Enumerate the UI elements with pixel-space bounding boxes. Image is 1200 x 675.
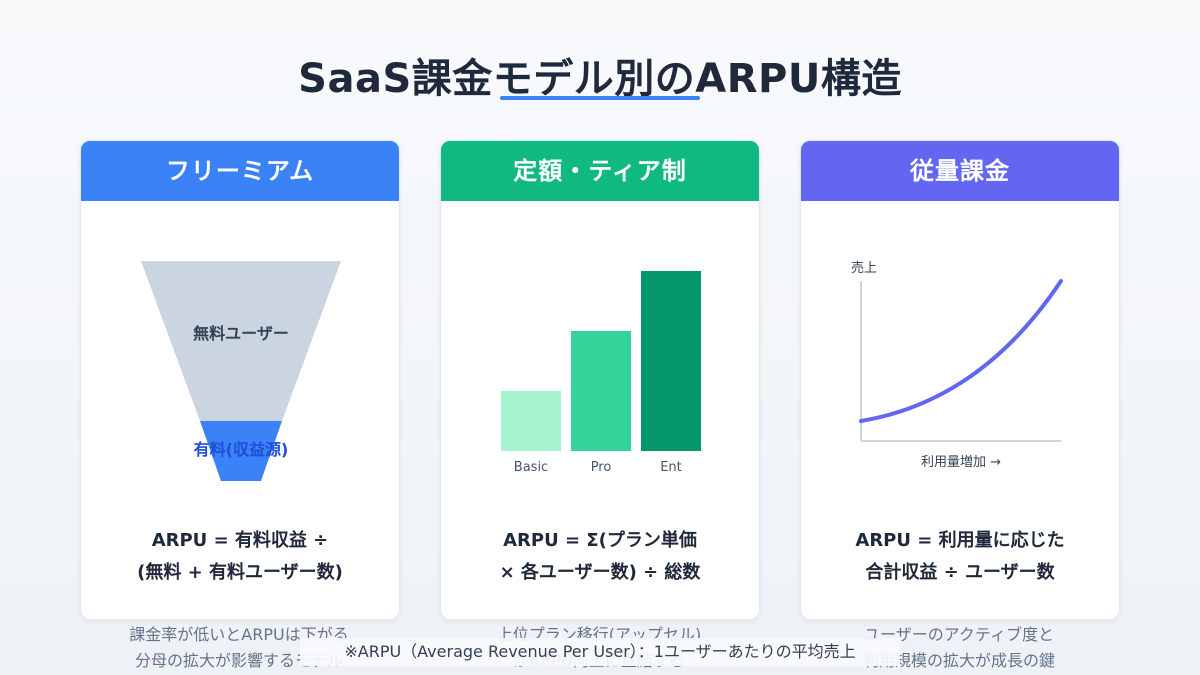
- usage-curve-chart: 売上 利用量増加 →: [851, 260, 1063, 470]
- freemium-formula-line1: ARPU = 有料収益 ÷: [151, 530, 329, 551]
- usage-revenue-curve: [859, 279, 1063, 423]
- tier-formula: ARPU = Σ(プラン単価 × 各ユーザー数) ÷ 総数: [441, 525, 759, 589]
- tier-label-basic: Basic: [514, 460, 548, 475]
- tier-bar-diagram: Basic Pro Ent: [501, 271, 701, 475]
- freemium-card: フリーミアム 無料ユーザー 有料(収益源) ARPU = 有料収益 ÷ (無料 …: [80, 140, 400, 620]
- title-underline: [500, 96, 700, 100]
- usage-formula: ARPU = 利用量に応じた 合計収益 ÷ ユーザー数: [801, 525, 1119, 589]
- freemium-note-line1: 課金率が低いとARPUは下がる: [129, 625, 349, 644]
- freemium-note: 課金率が低いとARPUは下がる 分母の拡大が影響するモデル: [80, 622, 398, 674]
- funnel-paid-label: 有料(収益源): [194, 440, 289, 459]
- funnel-paid-segment: [200, 421, 282, 481]
- usage-note-line2: 利用規模の拡大が成長の鍵: [862, 651, 1055, 670]
- freemium-formula-line2: (無料 + 有料ユーザー数): [137, 562, 343, 583]
- usage-note: ユーザーのアクティブ度と 利用規模の拡大が成長の鍵: [800, 622, 1118, 674]
- tier-label-ent: Ent: [660, 460, 682, 475]
- usage-formula-line2: 合計収益 ÷ ユーザー数: [865, 562, 1055, 583]
- tier-bar-pro: [571, 331, 631, 451]
- freemium-card-header: フリーミアム: [81, 141, 399, 201]
- usage-note-line1: ユーザーのアクティブ度と: [864, 625, 1054, 644]
- page-title: SaaS課金モデル別のARPU構造: [298, 56, 902, 102]
- arpu-footnote: ※ARPU（Average Revenue Per User）：1ユーザーあたり…: [300, 638, 900, 666]
- tier-formula-line2: × 各ユーザー数) ÷ 総数: [499, 562, 701, 583]
- tier-card-header: 定額・ティア制: [441, 141, 759, 201]
- usage-card: 従量課金 売上 利用量増加 → ARPU = 利用量に応じた 合計収益 ÷ ユー…: [800, 140, 1120, 620]
- freemium-note-line2: 分母の拡大が影響するモデル: [134, 651, 343, 670]
- tier-label-pro: Pro: [591, 460, 612, 475]
- freemium-formula: ARPU = 有料収益 ÷ (無料 + 有料ユーザー数): [81, 525, 399, 589]
- freemium-funnel-diagram: 無料ユーザー 有料(収益源): [141, 261, 341, 481]
- funnel-free-segment: [141, 261, 341, 421]
- tier-bar-basic: [501, 391, 561, 451]
- tier-card: 定額・ティア制 Basic Pro Ent ARPU = Σ(プラン単価 × 各…: [440, 140, 760, 620]
- usage-x-axis-label: 利用量増加 →: [921, 455, 1001, 470]
- usage-y-axis-label: 売上: [851, 260, 877, 276]
- funnel-free-label: 無料ユーザー: [193, 324, 289, 343]
- tier-bar-ent: [641, 271, 701, 451]
- usage-card-header: 従量課金: [801, 141, 1119, 201]
- usage-formula-line1: ARPU = 利用量に応じた: [855, 530, 1065, 551]
- tier-formula-line1: ARPU = Σ(プラン単価: [503, 530, 697, 551]
